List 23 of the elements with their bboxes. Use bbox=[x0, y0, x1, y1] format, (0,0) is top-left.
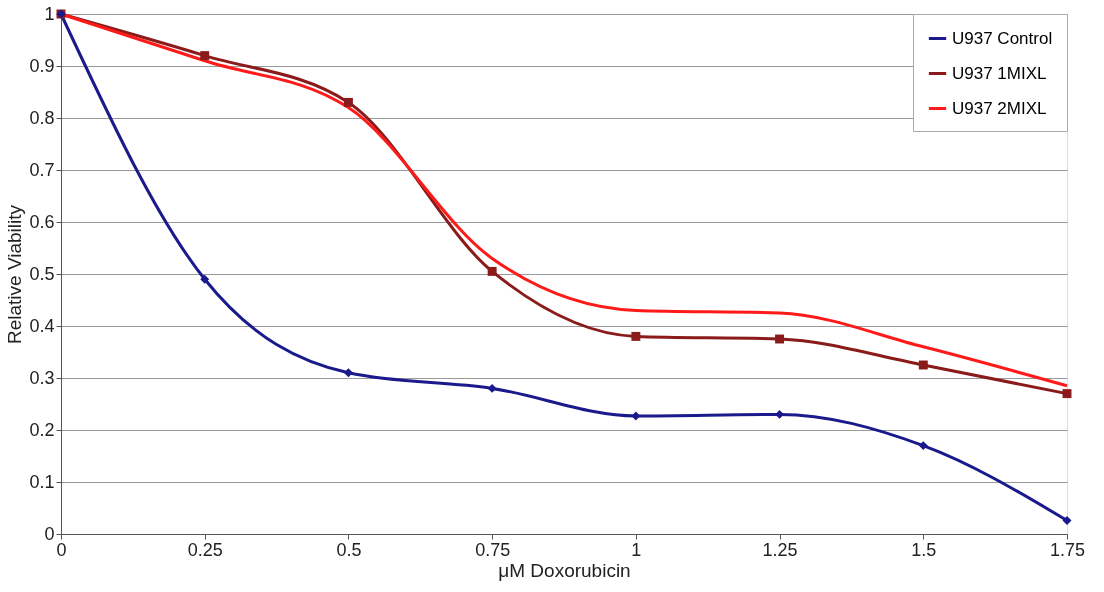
x-axis-title: μM Doxorubicin bbox=[498, 559, 631, 581]
legend-label: U937 2MIXL bbox=[952, 98, 1047, 118]
legend-label: U937 Control bbox=[952, 28, 1053, 48]
y-tick-label: 0 bbox=[44, 523, 55, 544]
x-tick-label: 1 bbox=[631, 539, 642, 560]
y-tick-label: 1 bbox=[44, 3, 55, 24]
y-tick-label: 0.8 bbox=[29, 107, 55, 128]
y-axis-title: Relative Viability bbox=[4, 204, 26, 345]
y-tick-label: 0.6 bbox=[29, 211, 55, 232]
y-tick-label: 0.4 bbox=[29, 315, 55, 336]
y-tick-label: 0.2 bbox=[29, 419, 55, 440]
x-tick-label: 0.75 bbox=[475, 539, 511, 560]
legend-label: U937 1MIXL bbox=[952, 63, 1047, 83]
y-tick-label: 0.3 bbox=[29, 367, 55, 388]
y-tick-label: 0.5 bbox=[29, 263, 55, 284]
x-tick-label: 0.5 bbox=[336, 539, 362, 560]
x-tick-label: 1.5 bbox=[911, 539, 937, 560]
x-tick-label: 1.25 bbox=[762, 539, 798, 560]
x-tick-label: 0.25 bbox=[187, 539, 223, 560]
y-tick-label: 0.7 bbox=[29, 159, 55, 180]
y-tick-label: 0.1 bbox=[29, 471, 55, 492]
y-tick-label: 0.9 bbox=[29, 55, 55, 76]
x-tick-label: 1.75 bbox=[1049, 539, 1086, 560]
